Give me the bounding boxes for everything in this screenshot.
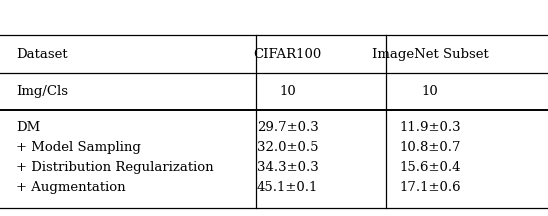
Text: Img/Cls: Img/Cls bbox=[16, 85, 68, 98]
Text: DM: DM bbox=[16, 121, 41, 134]
Text: Dataset: Dataset bbox=[16, 48, 68, 61]
Text: + Augmentation: + Augmentation bbox=[16, 181, 126, 194]
Text: 34.3±0.3: 34.3±0.3 bbox=[257, 161, 318, 174]
Text: 10: 10 bbox=[422, 85, 438, 98]
Text: 10: 10 bbox=[279, 85, 296, 98]
Text: + Distribution Regularization: + Distribution Regularization bbox=[16, 161, 214, 174]
Text: 10.8±0.7: 10.8±0.7 bbox=[399, 141, 461, 154]
Text: + Model Sampling: + Model Sampling bbox=[16, 141, 141, 154]
Text: 29.7±0.3: 29.7±0.3 bbox=[257, 121, 318, 134]
Text: ImageNet Subset: ImageNet Subset bbox=[372, 48, 489, 61]
Text: 15.6±0.4: 15.6±0.4 bbox=[399, 161, 461, 174]
Text: CIFAR100: CIFAR100 bbox=[254, 48, 322, 61]
Text: 45.1±0.1: 45.1±0.1 bbox=[257, 181, 318, 194]
Text: 32.0±0.5: 32.0±0.5 bbox=[257, 141, 318, 154]
Text: 17.1±0.6: 17.1±0.6 bbox=[399, 181, 461, 194]
Text: 11.9±0.3: 11.9±0.3 bbox=[399, 121, 461, 134]
